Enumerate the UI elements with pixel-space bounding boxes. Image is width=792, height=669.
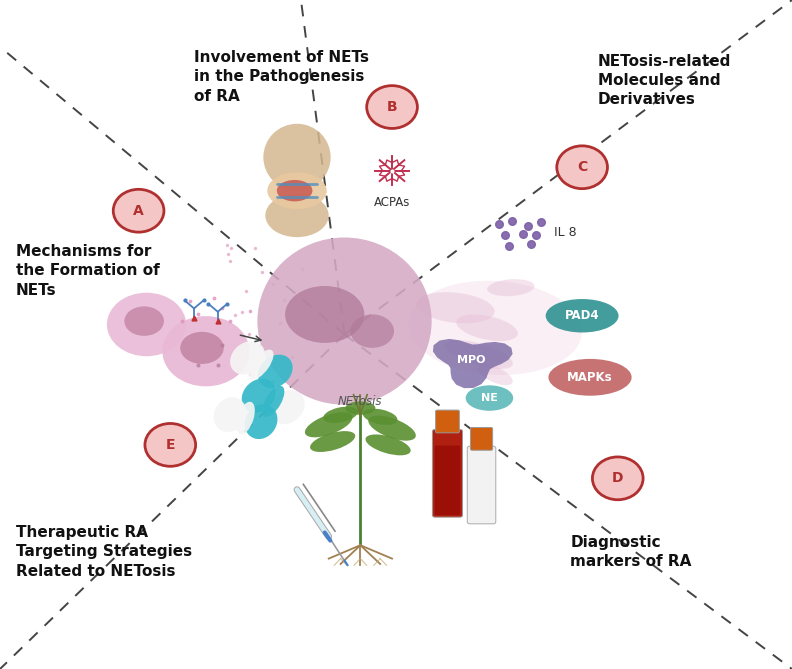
Ellipse shape [345,401,375,415]
Circle shape [145,423,196,466]
Ellipse shape [214,397,246,432]
Circle shape [592,457,643,500]
Ellipse shape [445,340,513,369]
Ellipse shape [368,415,416,441]
Ellipse shape [124,306,164,336]
Text: IL 8: IL 8 [554,226,577,240]
Ellipse shape [262,386,284,417]
Ellipse shape [487,279,535,296]
Ellipse shape [236,402,255,434]
Text: E: E [166,438,175,452]
Ellipse shape [268,173,327,209]
Text: ACPAs: ACPAs [374,196,410,209]
Text: MPO: MPO [457,355,485,365]
Text: PAD4: PAD4 [565,309,600,322]
Ellipse shape [242,379,276,413]
Ellipse shape [249,350,273,379]
Ellipse shape [478,364,512,385]
Ellipse shape [162,316,249,387]
Ellipse shape [181,332,224,364]
Text: NE: NE [481,393,498,403]
Ellipse shape [408,281,582,375]
Ellipse shape [416,292,495,323]
Text: Involvement of NETs
in the Pathogenesis
of RA: Involvement of NETs in the Pathogenesis … [194,50,369,104]
Ellipse shape [258,355,292,388]
Ellipse shape [466,385,513,411]
Text: D: D [612,472,623,485]
Ellipse shape [456,314,518,341]
Ellipse shape [310,431,356,452]
Text: C: C [577,161,587,174]
Ellipse shape [546,299,619,332]
Ellipse shape [350,314,394,348]
Ellipse shape [257,237,432,405]
Ellipse shape [305,412,352,438]
Text: Mechanisms for
the Formation of
NETs: Mechanisms for the Formation of NETs [16,244,160,298]
Circle shape [367,86,417,128]
Ellipse shape [277,180,313,201]
FancyBboxPatch shape [432,429,463,517]
FancyBboxPatch shape [467,446,496,524]
Ellipse shape [363,409,398,425]
Text: Therapeutic RA
Targeting Strategies
Related to NETosis: Therapeutic RA Targeting Strategies Rela… [16,525,192,579]
Ellipse shape [365,434,411,456]
Text: A: A [133,204,144,217]
FancyBboxPatch shape [435,446,460,515]
Ellipse shape [263,124,331,191]
Text: B: B [386,100,398,114]
Polygon shape [433,339,512,388]
Ellipse shape [323,407,358,423]
Ellipse shape [548,359,632,395]
Ellipse shape [265,193,329,237]
Text: NETosis: NETosis [338,395,383,408]
FancyBboxPatch shape [470,427,493,450]
Ellipse shape [107,293,186,356]
Ellipse shape [285,286,364,343]
Ellipse shape [245,404,277,439]
Ellipse shape [271,390,305,424]
Circle shape [113,189,164,232]
FancyBboxPatch shape [436,410,459,433]
Circle shape [557,146,607,189]
Ellipse shape [230,341,265,375]
Text: MAPKs: MAPKs [567,371,613,384]
Text: NETosis-related
Molecules and
Derivatives: NETosis-related Molecules and Derivative… [598,54,731,107]
Text: Diagnostic
markers of RA: Diagnostic markers of RA [570,535,691,569]
